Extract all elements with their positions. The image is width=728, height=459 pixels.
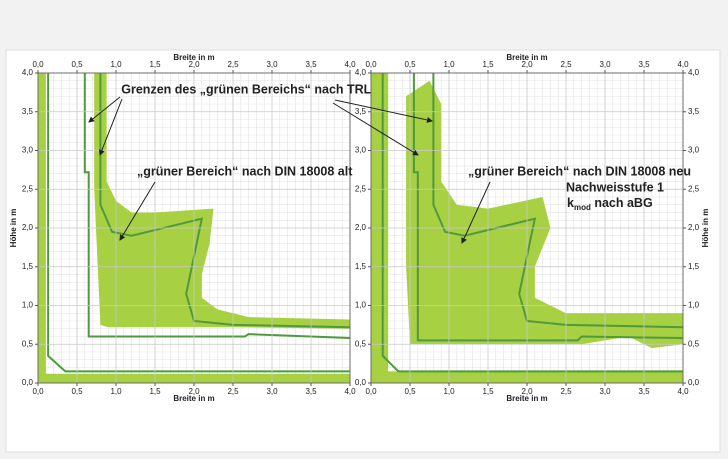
boundary-line	[432, 73, 684, 329]
y-tick-label: 4,0	[355, 68, 367, 77]
annotation: Grenzen des „grünen Bereichs“ nach TRLV	[121, 82, 379, 96]
x-tick-label: 4,0	[677, 387, 689, 396]
y-axis-title: Höhe in m	[9, 209, 18, 248]
green-area	[406, 80, 683, 349]
x-tick-label: 0,0	[32, 60, 44, 69]
y-tick-label: 3,5	[688, 107, 700, 116]
arrow	[99, 98, 123, 156]
x-tick-label: 0,5	[71, 387, 83, 396]
green-area	[94, 73, 350, 329]
panel: 0,00,00,50,51,01,01,51,52,02,02,52,53,03…	[9, 53, 379, 403]
x-tick-label: 0,5	[404, 60, 416, 69]
x-tick-label: 0,0	[365, 387, 377, 396]
y-tick-label: 0,5	[355, 339, 367, 348]
plot-frame	[37, 72, 351, 384]
y-tick-label: 2,5	[22, 184, 34, 193]
y-tick-label: 3,0	[22, 146, 34, 155]
x-tick-label: 4,0	[344, 60, 356, 69]
x-axis-title: Breite in m	[173, 394, 214, 403]
y-tick-label: 1,5	[355, 262, 367, 271]
x-tick-label: 3,5	[638, 387, 650, 396]
x-tick-label: 3,0	[266, 60, 278, 69]
y-axis-title: Höhe in m	[701, 209, 710, 248]
x-tick-label: 2,5	[560, 60, 572, 69]
x-tick-label: 0,5	[71, 60, 83, 69]
y-tick-label: 3,5	[355, 107, 367, 116]
y-tick-label: 0,0	[22, 378, 34, 387]
arrows	[88, 96, 491, 244]
y-tick-label: 4,0	[22, 68, 34, 77]
plot-frame	[370, 72, 684, 384]
x-tick-label: 3,0	[599, 387, 611, 396]
y-tick-label: 4,0	[688, 68, 700, 77]
boundary-line	[47, 73, 350, 373]
annotation-part: mod	[574, 203, 591, 212]
y-tick-label: 2,0	[355, 223, 367, 232]
x-tick-label: 1,0	[110, 387, 122, 396]
x-tick-label: 1,5	[149, 60, 161, 69]
arrow	[461, 181, 491, 244]
boundary-line	[99, 73, 351, 329]
x-tick-label: 3,0	[599, 60, 611, 69]
x-tick-label: 3,5	[305, 60, 317, 69]
x-tick-label: 1,5	[149, 387, 161, 396]
y-tick-label: 1,0	[22, 301, 34, 310]
x-tick-label: 3,0	[266, 387, 278, 396]
x-tick-label: 4,0	[344, 387, 356, 396]
plots: 0,00,00,50,51,01,01,51,52,02,02,52,53,03…	[9, 53, 710, 403]
arrow	[119, 181, 156, 241]
x-tick-label: 0,0	[32, 387, 44, 396]
x-tick-label: 1,5	[482, 387, 494, 396]
annotation-part: k	[567, 196, 574, 210]
y-tick-label: 2,5	[355, 184, 367, 193]
y-tick-label: 1,5	[22, 262, 34, 271]
y-tick-label: 2,0	[22, 223, 34, 232]
x-tick-label: 2,5	[560, 387, 572, 396]
x-axis-title: Breite in m	[506, 53, 547, 62]
x-tick-label: 4,0	[677, 60, 689, 69]
y-tick-label: 2,0	[688, 223, 700, 232]
y-tick-label: 1,5	[688, 262, 700, 271]
y-tick-label: 1,0	[688, 301, 700, 310]
annotation: kmod nach aBG	[567, 196, 653, 212]
arrow	[332, 102, 419, 156]
x-tick-label: 1,0	[443, 60, 455, 69]
x-tick-label: 2,0	[521, 60, 533, 69]
y-tick-label: 3,5	[22, 107, 34, 116]
x-tick-label: 1,0	[110, 60, 122, 69]
x-tick-label: 2,0	[521, 387, 533, 396]
y-tick-label: 0,5	[22, 339, 34, 348]
x-tick-label: 3,5	[638, 60, 650, 69]
x-tick-label: 1,0	[443, 387, 455, 396]
annotation: Nachweisstufe 1	[566, 180, 664, 194]
annotation: „grüner Bereich“ nach DIN 18008 alt	[137, 164, 353, 178]
arrow	[334, 99, 433, 123]
x-tick-label: 1,5	[482, 60, 494, 69]
x-tick-label: 0,0	[365, 60, 377, 69]
x-tick-label: 2,0	[188, 387, 200, 396]
x-tick-label: 2,0	[188, 60, 200, 69]
y-tick-label: 2,5	[688, 184, 700, 193]
x-tick-label: 2,5	[227, 60, 239, 69]
y-tick-label: 1,0	[355, 301, 367, 310]
y-tick-label: 3,0	[355, 146, 367, 155]
x-axis-title: Breite in m	[506, 394, 547, 403]
x-tick-label: 2,5	[227, 387, 239, 396]
y-tick-label: 0,5	[688, 339, 700, 348]
y-tick-label: 3,0	[688, 146, 700, 155]
annotation-part: nach aBG	[591, 196, 653, 210]
boundary-line	[381, 73, 683, 373]
boundary-line	[83, 73, 351, 340]
x-axis-title: Breite in m	[173, 53, 214, 62]
y-tick-label: 0,0	[355, 378, 367, 387]
annotation: „grüner Bereich“ nach DIN 18008 neu	[468, 164, 691, 178]
arrow	[88, 96, 121, 123]
panel: 0,00,00,50,51,01,01,51,52,02,02,52,53,03…	[355, 53, 710, 403]
y-tick-label: 0,0	[688, 378, 700, 387]
x-tick-label: 0,5	[404, 387, 416, 396]
x-tick-label: 3,5	[305, 387, 317, 396]
boundary-line	[412, 73, 684, 342]
